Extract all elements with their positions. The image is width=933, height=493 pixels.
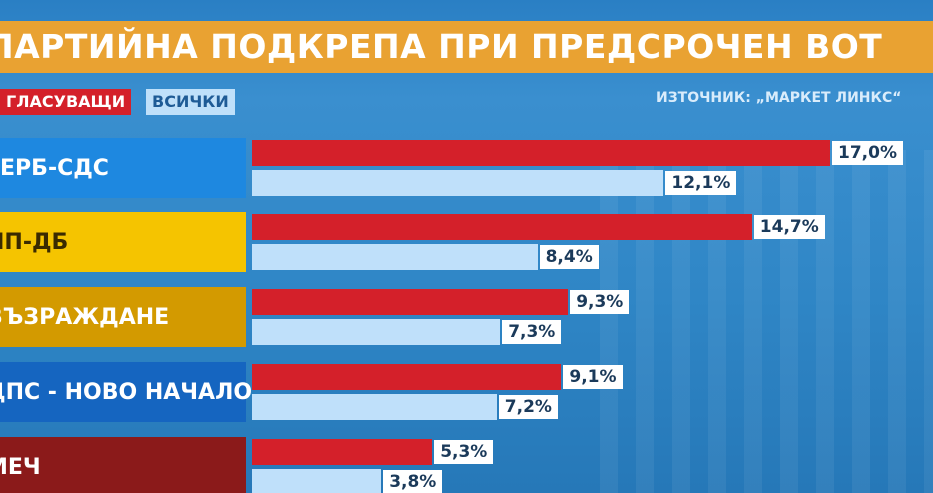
party-label: МЕЧ [0,437,246,493]
data-label: 7,2% [498,395,558,419]
party-name: ВЪЗРАЖДАНЕ [0,304,170,330]
bar-all [252,469,382,493]
bar-all [252,319,501,345]
party-name: ДПС - НОВО НАЧАЛО [0,379,253,405]
party-label: ПП-ДБ [0,212,246,272]
data-label: 12,1% [665,171,737,195]
party-name: МЕЧ [0,454,41,480]
bar-voters [252,140,830,166]
data-label: 8,4% [539,245,599,269]
chart-title: ПАРТИЙНА ПОДКРЕПА ПРИ ПРЕДСРОЧЕН ВОТ [0,21,933,73]
data-label: 7,3% [502,320,562,344]
data-label: 9,1% [563,365,623,389]
legend-voters: ГЛАСУВАЩИ [0,89,132,115]
data-label: 9,3% [570,290,630,314]
bar-voters [252,289,569,315]
bar-all [252,394,497,420]
data-label: 14,7% [753,215,825,239]
data-label: 17,0% [832,141,903,165]
party-label: ГЕРБ-СДС [0,138,246,198]
party-name: ПП-ДБ [0,229,69,255]
legend-all: ВСИЧКИ [146,89,235,115]
source-note: ИЗТОЧНИК: „МАРКЕТ ЛИНКС“ [656,90,902,106]
bar-all [252,244,538,270]
data-label: 3,8% [383,470,443,493]
party-label: ВЪЗРАЖДАНЕ [0,287,246,347]
bar-voters [252,364,562,390]
bar-voters [252,439,433,465]
party-name: ГЕРБ-СДС [0,155,109,181]
party-label: ДПС - НОВО НАЧАЛО [0,362,252,422]
bar-all [252,170,664,196]
bar-voters [252,214,752,240]
data-label: 5,3% [434,440,494,464]
